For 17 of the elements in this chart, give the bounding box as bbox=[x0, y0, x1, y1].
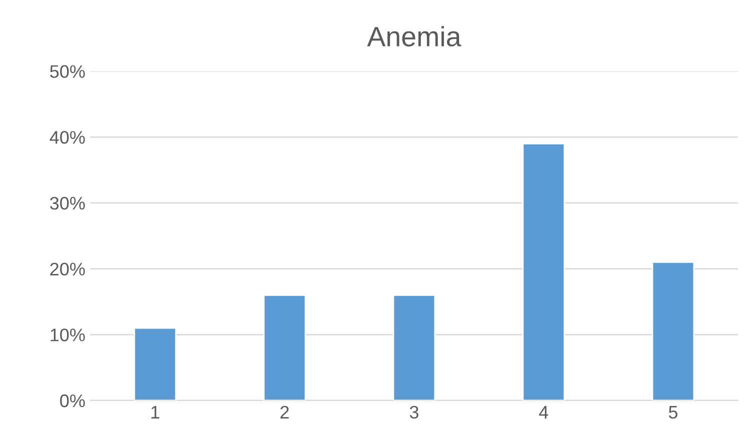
x-tick-label: 3 bbox=[410, 406, 418, 419]
x-tick-label: 2 bbox=[280, 406, 289, 418]
y-tick-label: 30% bbox=[50, 196, 85, 210]
bar bbox=[134, 327, 177, 400]
bar bbox=[263, 294, 306, 400]
x-tick-label: 4 bbox=[539, 406, 548, 418]
bar bbox=[392, 294, 436, 400]
y-tick-label: 0% bbox=[60, 394, 85, 408]
y-tick-label: 10% bbox=[50, 328, 85, 342]
bar bbox=[652, 262, 695, 400]
y-tick-label: 50% bbox=[50, 65, 85, 78]
y-tick-label: 20% bbox=[50, 262, 85, 276]
bar bbox=[522, 142, 566, 400]
y-tick-label: 40% bbox=[50, 130, 85, 144]
x-tick-label: 1 bbox=[151, 406, 160, 418]
x-tick-label: 5 bbox=[668, 406, 678, 419]
chart-title: Anemia bbox=[367, 26, 462, 46]
